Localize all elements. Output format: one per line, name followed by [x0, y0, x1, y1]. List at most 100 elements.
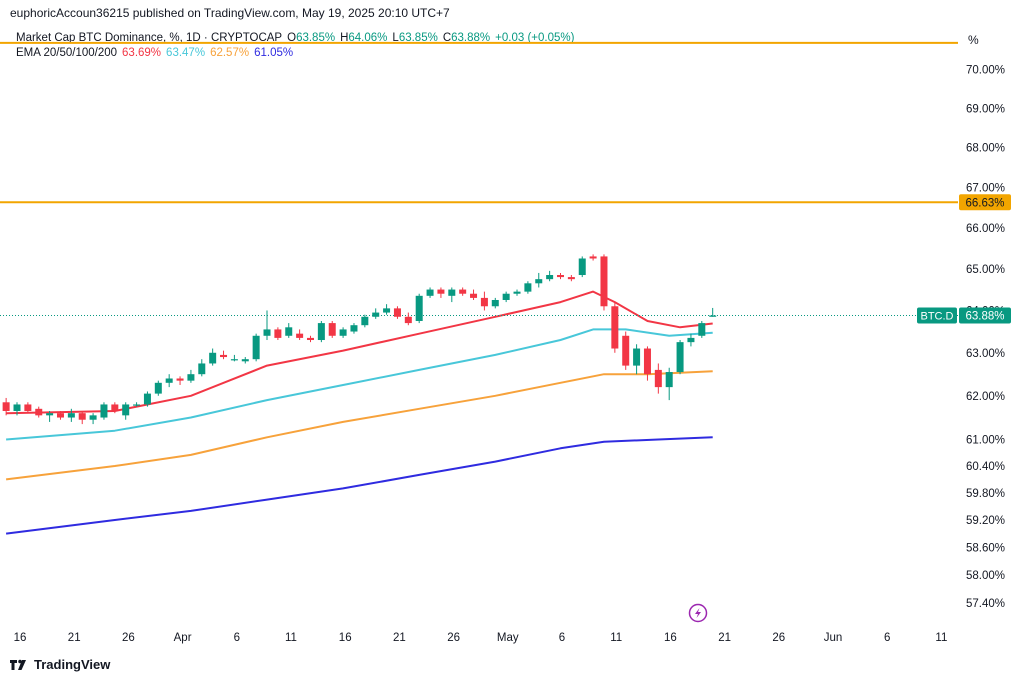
candle: [89, 413, 97, 425]
candle: [220, 350, 228, 360]
candle: [361, 314, 369, 328]
candle-body: [176, 378, 184, 381]
candle: [165, 374, 173, 388]
candle-body: [622, 335, 630, 366]
candle-body: [209, 352, 217, 364]
candle: [46, 410, 54, 422]
candle: [176, 376, 184, 385]
candle-body: [220, 354, 228, 358]
candle-body: [600, 256, 608, 307]
legend-c-label: C: [442, 32, 452, 44]
candle-body: [513, 291, 521, 294]
candle-body: [263, 329, 271, 336]
candle-body: [230, 359, 238, 361]
legend-symbol-row[interactable]: Market Cap BTC Dominance, %, 1D · CRYPTO…: [16, 32, 575, 44]
legend-h-label: H: [340, 32, 349, 44]
candle: [393, 306, 401, 319]
candle-body: [13, 404, 21, 411]
horizontal-lines: [0, 41, 958, 204]
candle-body: [426, 289, 434, 296]
candle: [546, 270, 554, 282]
flash-icon[interactable]: [688, 603, 708, 623]
candle: [622, 331, 630, 370]
candle-body: [2, 402, 10, 411]
candle: [133, 402, 141, 407]
x-tick-label: 11: [285, 632, 297, 644]
y-tick-label: 58.00%: [966, 570, 1005, 582]
candle-body: [241, 359, 249, 362]
candle-body: [133, 404, 141, 406]
legend-ema-row[interactable]: EMA 20/50/100/200 63.69% 63.47% 62.57% 6…: [16, 46, 574, 61]
candle: [241, 357, 249, 364]
candle-body: [589, 256, 597, 259]
candle-body: [480, 297, 488, 307]
candle-body: [46, 413, 54, 416]
candle-body: [78, 413, 86, 420]
y-tick-label: 58.60%: [966, 542, 1005, 554]
price-badge: [959, 307, 1011, 324]
candle: [643, 346, 651, 381]
candle-body: [35, 408, 43, 416]
candle: [437, 287, 445, 298]
candle: [111, 402, 119, 414]
candle-body: [687, 337, 695, 343]
candle-body: [306, 337, 314, 341]
candle: [470, 289, 478, 300]
candle: [296, 329, 304, 341]
candle-body: [709, 315, 717, 317]
candle: [535, 272, 543, 288]
hline-badge-label: 66.63%: [965, 197, 1004, 209]
y-tick-label: 59.80%: [966, 488, 1005, 500]
candle: [274, 327, 282, 341]
candle-body: [643, 348, 651, 375]
candle: [122, 402, 130, 420]
candle: [567, 275, 575, 282]
x-tick-label: 11: [610, 632, 622, 644]
x-tick-label: 26: [447, 632, 460, 644]
candle-body: [67, 413, 75, 418]
y-axis: 70.00%69.00%68.00%67.00%66.00%65.00%64.0…: [966, 65, 1005, 610]
candle-body: [252, 335, 260, 360]
candle: [285, 323, 293, 338]
candle: [56, 410, 64, 420]
legend-symbol: Market Cap BTC Dominance, %: [16, 32, 180, 44]
x-tick-label: 16: [664, 632, 677, 644]
candle: [209, 348, 217, 366]
candle: [698, 320, 706, 338]
candle: [600, 254, 608, 311]
candle: [578, 256, 586, 278]
candle: [480, 291, 488, 311]
candle: [24, 402, 32, 414]
x-tick-label: May: [497, 632, 519, 644]
ema-line: [5, 436, 713, 535]
candle: [676, 340, 684, 375]
candle-body: [372, 312, 380, 317]
candle: [263, 310, 271, 341]
candle: [383, 304, 391, 315]
price-badges: 66.63% BTC.D 63.88%: [917, 194, 1011, 324]
candle-body: [535, 279, 543, 284]
candle: [633, 344, 641, 375]
y-tick-label: 60.40%: [966, 461, 1005, 473]
candle-body: [448, 289, 456, 296]
x-tick-label: 16: [14, 632, 27, 644]
candle: [252, 333, 260, 362]
tradingview-brand[interactable]: TradingView: [10, 657, 110, 672]
candle-body: [317, 323, 325, 341]
candle: [448, 287, 456, 303]
x-tick-label: Apr: [174, 632, 192, 644]
candle-body: [100, 404, 108, 418]
x-tick-label: 26: [772, 632, 785, 644]
candle: [709, 307, 717, 317]
candle: [611, 302, 619, 353]
candle: [2, 397, 10, 416]
candle: [187, 369, 195, 383]
legend-ema20-value: 63.69%: [122, 47, 162, 59]
candle-body: [285, 327, 293, 336]
candle-body: [383, 308, 391, 313]
candle: [524, 281, 532, 294]
legend-change: +0.03 (+0.05%): [495, 32, 575, 44]
candle-body: [187, 374, 195, 381]
candle: [459, 287, 467, 296]
